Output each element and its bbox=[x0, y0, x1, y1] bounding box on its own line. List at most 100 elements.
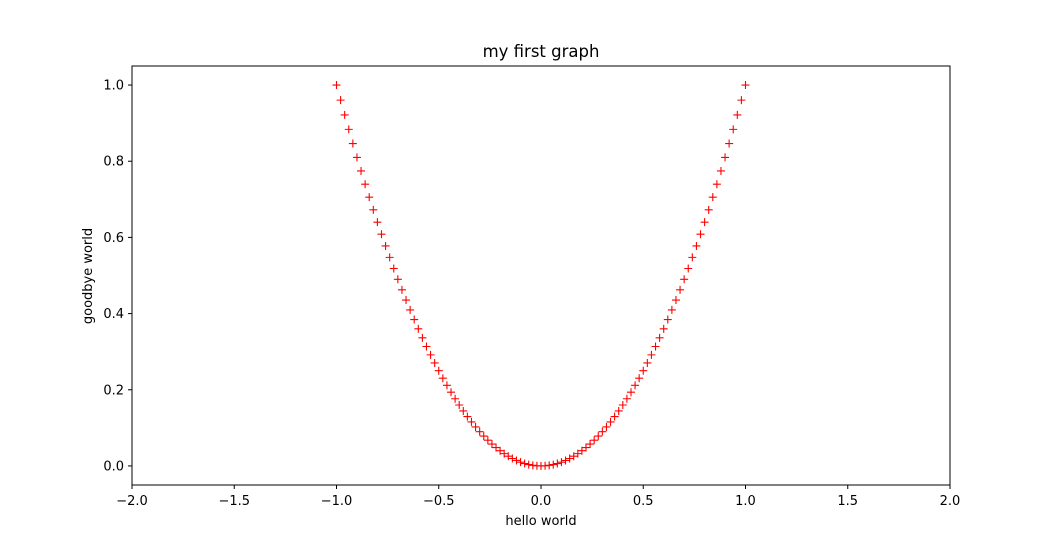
data-point bbox=[373, 218, 382, 227]
data-point bbox=[581, 443, 590, 452]
data-point bbox=[377, 230, 386, 239]
x-tick-label: 1.0 bbox=[735, 494, 756, 509]
data-point bbox=[586, 440, 595, 449]
data-point bbox=[348, 139, 357, 148]
data-point bbox=[594, 432, 603, 441]
data-point bbox=[508, 454, 517, 463]
data-point bbox=[455, 401, 464, 410]
y-tick-label: 0.6 bbox=[103, 231, 124, 246]
data-point bbox=[553, 459, 562, 468]
data-point bbox=[438, 374, 447, 383]
data-point bbox=[569, 452, 578, 461]
data-point bbox=[647, 350, 656, 359]
data-point bbox=[520, 459, 529, 468]
data-point bbox=[700, 218, 709, 227]
data-point bbox=[352, 153, 361, 162]
y-axis-ticks: 0.0 0.2 0.4 0.6 0.8 1.0 bbox=[103, 79, 132, 474]
data-point bbox=[500, 449, 509, 458]
data-point bbox=[614, 406, 623, 415]
data-point bbox=[549, 460, 558, 469]
data-point bbox=[602, 422, 611, 431]
data-point bbox=[430, 358, 439, 367]
data-point bbox=[512, 456, 521, 465]
data-point bbox=[676, 285, 685, 294]
x-tick-label: −1.0 bbox=[321, 494, 353, 509]
x-tick-label: −2.0 bbox=[116, 494, 148, 509]
data-point bbox=[381, 241, 390, 250]
data-point bbox=[422, 342, 431, 351]
data-point bbox=[463, 412, 472, 421]
data-point bbox=[406, 305, 415, 314]
data-point bbox=[606, 417, 615, 426]
data-point bbox=[716, 166, 725, 175]
data-point bbox=[471, 422, 480, 431]
data-point bbox=[631, 381, 640, 390]
data-point bbox=[737, 96, 746, 105]
data-point bbox=[414, 324, 423, 333]
data-point bbox=[357, 166, 366, 175]
data-point bbox=[332, 81, 341, 90]
data-point bbox=[340, 110, 349, 119]
y-tick-label: 1.0 bbox=[103, 79, 124, 94]
data-point bbox=[704, 205, 713, 214]
data-point bbox=[369, 205, 378, 214]
y-tick-label: 0.2 bbox=[103, 383, 124, 398]
x-tick-label: 0.0 bbox=[531, 494, 552, 509]
data-point bbox=[561, 456, 570, 465]
y-tick-label: 0.4 bbox=[103, 307, 124, 322]
data-point bbox=[557, 458, 566, 467]
data-point bbox=[479, 432, 488, 441]
data-markers bbox=[332, 81, 750, 470]
data-point bbox=[393, 275, 402, 284]
data-point bbox=[741, 81, 750, 90]
data-point bbox=[651, 342, 660, 351]
data-point bbox=[545, 461, 554, 470]
data-point bbox=[598, 427, 607, 436]
data-point bbox=[418, 333, 427, 342]
x-tick-label: 0.5 bbox=[633, 494, 654, 509]
data-point bbox=[643, 358, 652, 367]
data-point bbox=[397, 285, 406, 294]
data-point bbox=[524, 460, 533, 469]
data-point bbox=[577, 446, 586, 455]
y-tick-label: 0.8 bbox=[103, 155, 124, 170]
data-point bbox=[688, 253, 697, 262]
data-point bbox=[696, 230, 705, 239]
data-point bbox=[721, 153, 730, 162]
data-point bbox=[475, 427, 484, 436]
data-point bbox=[708, 193, 717, 202]
data-point bbox=[663, 315, 672, 324]
data-point bbox=[336, 96, 345, 105]
x-tick-label: 1.5 bbox=[837, 494, 858, 509]
x-tick-label: 2.0 bbox=[940, 494, 961, 509]
data-point bbox=[639, 366, 648, 375]
y-tick-label: 0.0 bbox=[103, 459, 124, 474]
data-point bbox=[504, 452, 513, 461]
data-point bbox=[667, 305, 676, 314]
data-point bbox=[492, 443, 501, 452]
data-point bbox=[389, 264, 398, 273]
data-point bbox=[635, 374, 644, 383]
data-point bbox=[725, 139, 734, 148]
x-tick-label: −0.5 bbox=[423, 494, 455, 509]
data-point bbox=[442, 381, 451, 390]
plot-frame bbox=[131, 65, 951, 486]
data-point bbox=[487, 440, 496, 449]
data-point bbox=[590, 436, 599, 445]
data-point bbox=[659, 324, 668, 333]
data-point bbox=[680, 275, 689, 284]
data-point bbox=[622, 394, 631, 403]
data-point bbox=[610, 412, 619, 421]
data-point bbox=[402, 296, 411, 305]
y-axis-label: goodbye world bbox=[81, 228, 96, 324]
data-point bbox=[626, 388, 635, 397]
data-point bbox=[344, 125, 353, 134]
data-point bbox=[655, 333, 664, 342]
data-point bbox=[434, 366, 443, 375]
data-point bbox=[712, 180, 721, 189]
data-point bbox=[733, 110, 742, 119]
data-point bbox=[459, 406, 468, 415]
data-point bbox=[729, 125, 738, 134]
